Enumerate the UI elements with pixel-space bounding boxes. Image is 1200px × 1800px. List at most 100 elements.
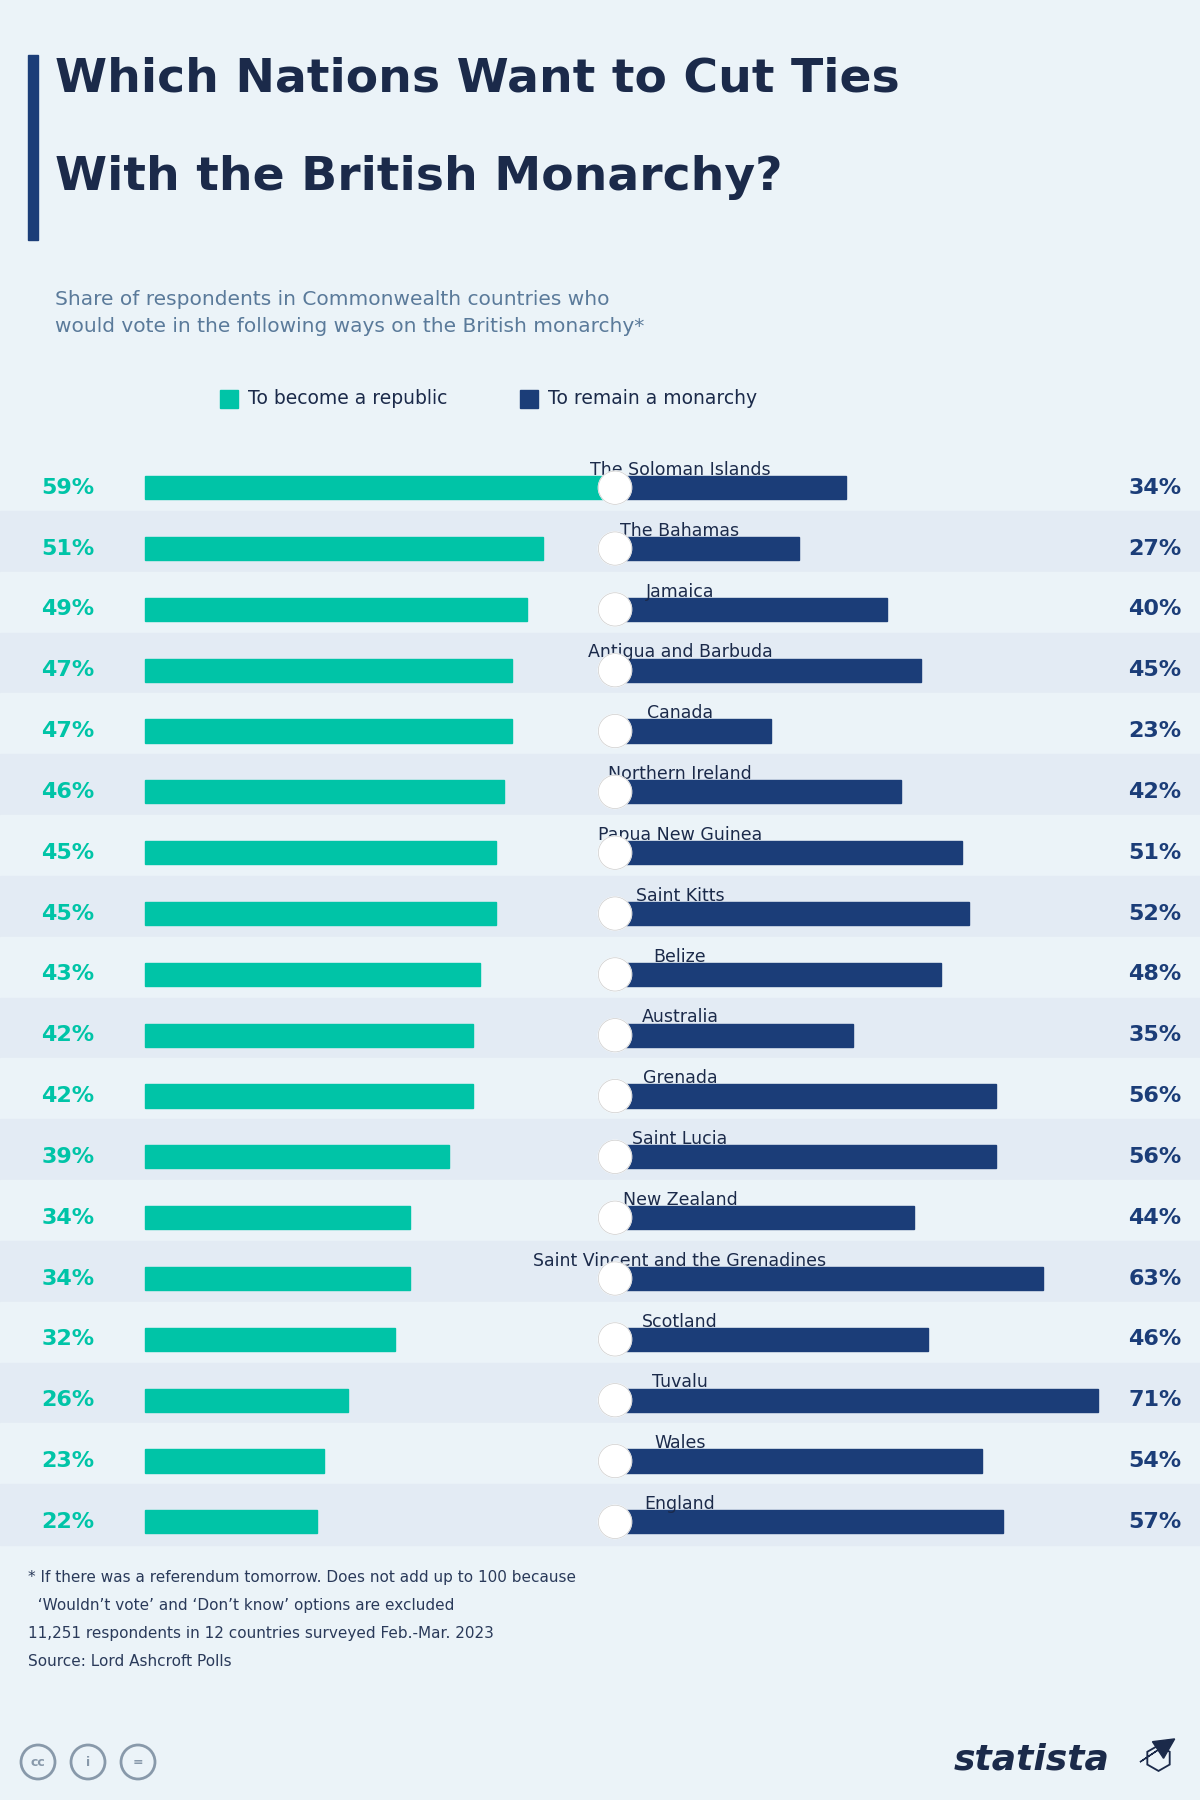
Bar (0, 632, 1200, 693)
Text: 45%: 45% (1128, 661, 1182, 680)
Text: statista: statista (954, 1742, 1110, 1777)
Circle shape (599, 896, 631, 931)
Text: 47%: 47% (41, 722, 95, 742)
Bar (616, 1267, 1044, 1291)
Circle shape (599, 1139, 631, 1174)
Text: Australia: Australia (642, 1008, 719, 1026)
Circle shape (599, 715, 631, 747)
Text: Wales: Wales (654, 1435, 706, 1453)
Text: 40%: 40% (1128, 599, 1182, 619)
Text: Saint Lucia: Saint Lucia (632, 1130, 727, 1148)
Bar (616, 841, 962, 864)
Text: 22%: 22% (42, 1512, 95, 1532)
Bar (0, 936, 1200, 997)
Text: ⬡: ⬡ (1144, 1744, 1172, 1777)
Bar (616, 477, 846, 499)
Text: With the British Monarchy?: With the British Monarchy? (55, 155, 782, 200)
Text: Saint Kitts: Saint Kitts (636, 887, 725, 905)
Text: To become a republic: To become a republic (248, 389, 448, 409)
Text: 42%: 42% (1128, 781, 1182, 801)
Bar (0, 1240, 1200, 1301)
Circle shape (599, 835, 631, 869)
Text: Source: Lord Ashcroft Polls: Source: Lord Ashcroft Polls (28, 1654, 232, 1669)
Text: 26%: 26% (41, 1390, 95, 1409)
Bar (0, 1301, 1200, 1363)
Circle shape (599, 1505, 631, 1539)
Bar (0, 997, 1200, 1058)
Bar (616, 1206, 914, 1229)
Text: 23%: 23% (1128, 722, 1182, 742)
Text: 45%: 45% (42, 904, 95, 923)
Bar (616, 659, 922, 682)
Bar (145, 1145, 449, 1168)
Text: 42%: 42% (42, 1085, 95, 1105)
Bar (145, 659, 511, 682)
Text: 51%: 51% (41, 538, 95, 558)
Text: * If there was a referendum tomorrow. Does not add up to 100 because: * If there was a referendum tomorrow. Do… (28, 1570, 576, 1586)
Bar (145, 1206, 410, 1229)
Text: Which Nations Want to Cut Ties: Which Nations Want to Cut Ties (55, 58, 900, 103)
Bar (616, 1084, 996, 1107)
Circle shape (599, 958, 631, 992)
Bar (145, 781, 504, 803)
Bar (0, 572, 1200, 632)
Text: 56%: 56% (1128, 1147, 1182, 1166)
Bar (145, 963, 480, 986)
Text: cc: cc (31, 1755, 46, 1768)
Text: 56%: 56% (1128, 1085, 1182, 1105)
Text: 71%: 71% (1128, 1390, 1182, 1409)
Text: Northern Ireland: Northern Ireland (608, 765, 752, 783)
Bar (145, 1388, 348, 1411)
Text: 34%: 34% (1128, 477, 1182, 499)
Text: 48%: 48% (1128, 965, 1182, 985)
Circle shape (599, 592, 631, 626)
Circle shape (599, 1323, 631, 1355)
Bar (145, 1449, 324, 1472)
Bar (616, 1024, 853, 1048)
Text: Tuvalu: Tuvalu (652, 1373, 708, 1391)
Bar (145, 1024, 473, 1048)
Bar (145, 1328, 395, 1352)
Text: Share of respondents in Commonwealth countries who
would vote in the following w: Share of respondents in Commonwealth cou… (55, 290, 644, 335)
Bar (145, 720, 511, 743)
Text: 54%: 54% (1128, 1451, 1182, 1471)
Bar (0, 1058, 1200, 1120)
Bar (0, 1363, 1200, 1424)
Text: 27%: 27% (1128, 538, 1182, 558)
Bar (616, 1388, 1098, 1411)
Bar (616, 963, 942, 986)
Text: Scotland: Scotland (642, 1312, 718, 1330)
Bar (145, 477, 605, 499)
Bar (28, 56, 38, 239)
Text: 34%: 34% (42, 1208, 95, 1228)
Circle shape (599, 653, 631, 688)
Text: Papua New Guinea: Papua New Guinea (598, 826, 762, 844)
Bar (145, 598, 527, 621)
Bar (0, 1485, 1200, 1544)
Circle shape (599, 1262, 631, 1296)
Bar (616, 598, 887, 621)
Text: 23%: 23% (42, 1451, 95, 1471)
Circle shape (599, 1080, 631, 1112)
Bar (0, 1120, 1200, 1181)
Circle shape (599, 472, 631, 504)
Text: 11,251 respondents in 12 countries surveyed Feb.-Mar. 2023: 11,251 respondents in 12 countries surve… (28, 1625, 494, 1642)
Bar (145, 902, 496, 925)
Text: 35%: 35% (1128, 1026, 1182, 1046)
FancyArrow shape (1140, 1739, 1175, 1762)
Circle shape (599, 1201, 631, 1235)
Text: i: i (86, 1755, 90, 1768)
Text: 32%: 32% (42, 1330, 95, 1350)
Circle shape (599, 1019, 631, 1051)
Text: ‘Wouldn’t vote’ and ‘Don’t know’ options are excluded: ‘Wouldn’t vote’ and ‘Don’t know’ options… (28, 1598, 455, 1613)
Text: 34%: 34% (42, 1269, 95, 1289)
Text: The Bahamas: The Bahamas (620, 522, 739, 540)
Bar (616, 720, 772, 743)
Bar (145, 1084, 473, 1107)
Text: 39%: 39% (42, 1147, 95, 1166)
Text: Saint Vincent and the Grenadines: Saint Vincent and the Grenadines (534, 1251, 827, 1269)
Circle shape (599, 1384, 631, 1417)
Bar (145, 536, 542, 560)
Bar (0, 450, 1200, 511)
Text: 52%: 52% (1128, 904, 1182, 923)
